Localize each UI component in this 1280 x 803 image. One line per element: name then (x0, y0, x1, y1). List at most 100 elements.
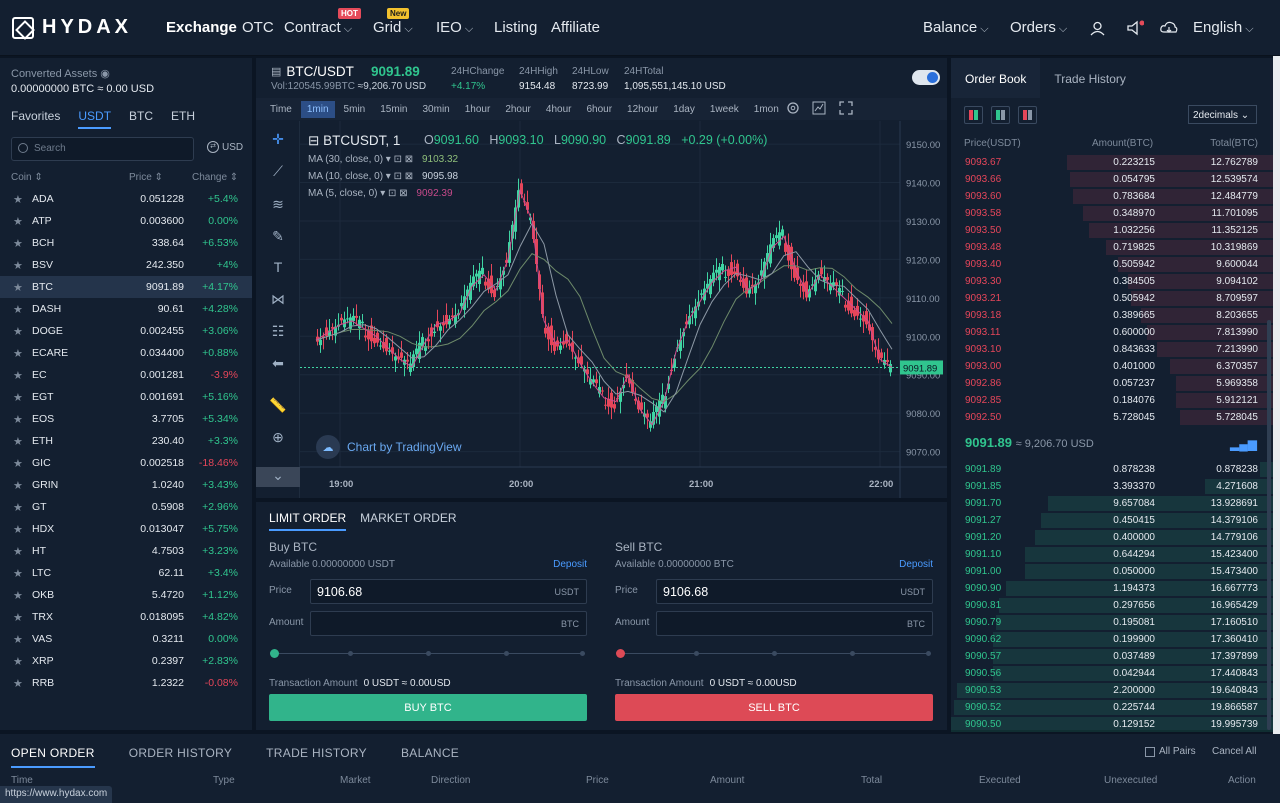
coin-search-input[interactable]: Search (11, 137, 194, 161)
timeframe-1mon[interactable]: 1mon (753, 103, 779, 115)
sell-price-input[interactable]: 9106.68 USDT (656, 579, 933, 604)
coin-row[interactable]: ★ VAS 0.3211 0.00% (0, 628, 252, 650)
star-icon[interactable]: ★ (13, 369, 23, 382)
close-icon[interactable]: ⊠ (404, 154, 416, 165)
timeframe-30min[interactable]: 30min (422, 103, 450, 115)
star-icon[interactable]: ★ (13, 215, 23, 228)
user-icon[interactable] (1090, 21, 1105, 36)
star-icon[interactable]: ★ (13, 501, 23, 514)
pattern-icon[interactable]: ⋈ (271, 291, 285, 307)
market-tab-usdt[interactable]: USDT (78, 109, 112, 129)
ob-tab-order-book[interactable]: Order Book (951, 58, 1041, 98)
bid-row[interactable]: 9090.90 1.194373 16.667773 (951, 580, 1273, 597)
coin-row[interactable]: ★ OKB 5.4720 +1.12% (0, 584, 252, 606)
bid-row[interactable]: 9090.62 0.199900 17.360410 (951, 631, 1273, 648)
currency-toggle[interactable]: ⇄ USD (207, 141, 243, 153)
bid-row[interactable]: 9091.70 9.657084 13.928691 (951, 495, 1273, 512)
brush-icon[interactable]: ✎ (272, 228, 284, 244)
book-asks-icon[interactable] (1018, 106, 1037, 124)
star-icon[interactable]: ★ (13, 633, 23, 646)
timeframe-1hour[interactable]: 1hour (464, 103, 491, 115)
ask-row[interactable]: 9093.48 0.719825 10.319869 (951, 239, 1273, 256)
coin-row[interactable]: ★ EGT 0.001691 +5.16% (0, 386, 252, 408)
forecast-icon[interactable]: ☷ (271, 323, 285, 339)
cancel-all-button[interactable]: Cancel All (1212, 746, 1257, 757)
bid-row[interactable]: 9091.85 3.393370 4.271608 (951, 478, 1273, 495)
orders-tab-open-order[interactable]: OPEN ORDER (11, 746, 95, 768)
eye-icon[interactable]: ◉ (100, 68, 110, 80)
star-icon[interactable]: ★ (13, 545, 23, 558)
coin-row[interactable]: ★ ETH 230.40 +3.3% (0, 430, 252, 452)
market-tab-eth[interactable]: ETH (171, 109, 196, 123)
order-book-scrollbar[interactable] (1267, 320, 1271, 730)
star-icon[interactable]: ★ (13, 391, 23, 404)
balance-menu[interactable]: Balance ⌵ (923, 19, 989, 36)
all-pairs-checkbox[interactable]: All Pairs (1145, 746, 1196, 757)
star-icon[interactable]: ★ (13, 655, 23, 668)
coin-row[interactable]: ★ GIC 0.002518 -18.46% (0, 452, 252, 474)
crosshair-icon[interactable]: ✛ (272, 131, 284, 147)
coin-row[interactable]: ★ BCH 338.64 +6.53% (0, 232, 252, 254)
fib-icon[interactable]: ≋ (272, 196, 284, 212)
buy-amount-input[interactable]: BTC (310, 611, 587, 636)
star-icon[interactable]: ★ (13, 435, 23, 448)
star-icon[interactable]: ★ (13, 611, 23, 624)
star-icon[interactable]: ★ (13, 303, 23, 316)
bid-row[interactable]: 9091.00 0.050000 15.473400 (951, 563, 1273, 580)
market-tab-favorites[interactable]: Favorites (11, 109, 61, 123)
trend-line-icon[interactable]: ⟋ (273, 163, 283, 179)
ask-row[interactable]: 9093.18 0.389665 8.203655 (951, 307, 1273, 324)
bid-row[interactable]: 9090.79 0.195081 17.160510 (951, 614, 1273, 631)
ma-indicator[interactable]: MA (10, close, 0) ▾ ⊡ ⊠ 9095.98 (308, 171, 459, 182)
ask-row[interactable]: 9093.11 0.600000 7.813990 (951, 324, 1273, 341)
star-icon[interactable]: ★ (13, 413, 23, 426)
bid-row[interactable]: 9091.89 0.878238 0.878238 (951, 461, 1273, 478)
text-tool-icon[interactable]: T (273, 259, 283, 275)
star-icon[interactable]: ★ (13, 281, 23, 294)
ob-tab-trade-history[interactable]: Trade History (1054, 72, 1126, 86)
timeframe-1min[interactable]: 1min (300, 100, 335, 118)
bid-row[interactable]: 9090.81 0.297656 16.965429 (951, 597, 1273, 614)
coin-row[interactable]: ★ GRIN 1.0240 +3.43% (0, 474, 252, 496)
candlestick-chart[interactable]: 9150.00 9140.00 9130.00 9120.00 9110.00 9100.… (300, 121, 947, 498)
ruler-icon[interactable]: 📏 (269, 397, 287, 413)
coin-row[interactable]: ★ EC 0.001281 -3.9% (0, 364, 252, 386)
timeframe-15min[interactable]: 15min (380, 103, 408, 115)
nav-exchange[interactable]: Exchange (166, 19, 237, 36)
theme-toggle[interactable] (912, 70, 940, 85)
logo[interactable]: HYDAX (12, 16, 132, 39)
sell-percent-slider[interactable] (616, 648, 931, 658)
bid-row[interactable]: 9091.10 0.644294 15.423400 (951, 546, 1273, 563)
collapse-legend-icon[interactable]: ⊟ (308, 133, 320, 148)
coin-row[interactable]: ★ GT 0.5908 +2.96% (0, 496, 252, 518)
order-tab-limit-order[interactable]: LIMIT ORDER (269, 511, 347, 531)
language-select[interactable]: English ⌵ (1193, 19, 1254, 36)
coin-row[interactable]: ★ LTC 62.11 +3.4% (0, 562, 252, 584)
star-icon[interactable]: ★ (13, 677, 23, 690)
nav-affiliate[interactable]: Affiliate (551, 19, 600, 36)
star-icon[interactable]: ★ (13, 193, 23, 206)
coin-row[interactable]: ★ BSV 242.350 +4% (0, 254, 252, 276)
decimals-select[interactable]: 2decimals ⌄ (1188, 105, 1257, 124)
coin-row[interactable]: ★ RRB 1.2322 -0.08% (0, 672, 252, 694)
timeframe-12hour[interactable]: 12hour (627, 103, 659, 115)
notification-icon[interactable] (1126, 20, 1144, 36)
buy-percent-slider[interactable] (270, 648, 585, 658)
book-both-icon[interactable] (964, 106, 983, 124)
order-tab-market-order[interactable]: MARKET ORDER (360, 511, 457, 525)
buy-deposit-link[interactable]: Deposit (553, 559, 587, 570)
ask-row[interactable]: 9093.50 1.032256 11.352125 (951, 222, 1273, 239)
star-icon[interactable]: ★ (13, 479, 23, 492)
sell-button[interactable]: SELL BTC (615, 694, 933, 721)
tradingview-watermark[interactable]: ☁ Chart by TradingView (316, 435, 462, 459)
zoom-in-icon[interactable]: ⊕ (272, 429, 284, 445)
coin-row[interactable]: ★ ADA 0.051228 +5.4% (0, 188, 252, 210)
coin-row[interactable]: ★ ECARE 0.034400 +0.88% (0, 342, 252, 364)
star-icon[interactable]: ★ (13, 325, 23, 338)
ask-row[interactable]: 9093.21 0.505942 8.709597 (951, 290, 1273, 307)
orders-menu[interactable]: Orders ⌵ (1010, 19, 1068, 36)
ask-row[interactable]: 9093.00 0.401000 6.370357 (951, 358, 1273, 375)
collapse-toolbar-icon[interactable]: ⌄ (256, 467, 300, 487)
sell-deposit-link[interactable]: Deposit (899, 559, 933, 570)
ask-row[interactable]: 9093.30 0.384505 9.094102 (951, 273, 1273, 290)
